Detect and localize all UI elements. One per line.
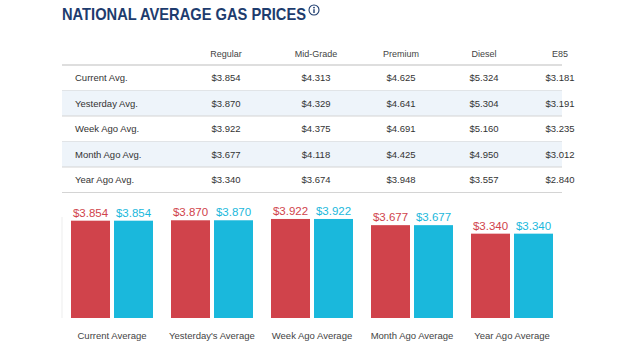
table-cell: $3.191 — [545, 98, 574, 109]
data-label: $3.854 — [73, 207, 109, 219]
bar — [471, 234, 510, 318]
info-icon-ring — [309, 5, 319, 15]
category-label: Month Ago Average — [371, 330, 454, 341]
table-cell: $3.235 — [545, 123, 574, 134]
data-labels: $3.854 $3.870 $3.922 $3.677 $3.340 $3.854 $3.8… — [73, 205, 551, 232]
data-label: $3.922 — [273, 205, 308, 217]
table-cell: $4.375 — [301, 123, 330, 134]
bar — [314, 219, 353, 318]
row-label: Year Ago Avg. — [75, 174, 134, 185]
bar — [214, 220, 253, 318]
row-label: Current Avg. — [75, 72, 128, 83]
data-label: $3.340 — [516, 220, 551, 232]
table-cell: $4.425 — [386, 149, 415, 160]
row-label: Week Ago Avg. — [75, 123, 139, 134]
category-label: Current Average — [77, 330, 146, 341]
table-cell: $3.948 — [386, 174, 415, 185]
row-label: Yesterday Avg. — [75, 98, 138, 109]
table-rule — [62, 167, 562, 168]
data-label: $3.870 — [216, 206, 251, 218]
table-cell: $5.304 — [469, 98, 498, 109]
table-cell: $3.012 — [545, 149, 574, 160]
data-label: $3.870 — [173, 206, 208, 218]
data-label: $3.677 — [373, 211, 408, 223]
bar — [414, 225, 453, 318]
table-cell: $4.313 — [301, 72, 330, 83]
row-shading — [62, 91, 562, 117]
table-cell: $4.625 — [386, 72, 415, 83]
data-label: $3.854 — [116, 207, 152, 219]
title: NATIONAL AVERAGE GAS PRICES — [62, 5, 306, 24]
category-label: Week Ago Average — [272, 330, 352, 341]
column-header: Regular — [210, 49, 242, 59]
bar — [371, 225, 410, 318]
table-cell: $4.691 — [386, 123, 415, 134]
bar — [114, 221, 153, 318]
category-label: Year Ago Average — [474, 330, 550, 341]
table-cell: $4.641 — [386, 98, 415, 109]
table-cell: $2.840 — [545, 174, 574, 185]
table-rule — [62, 65, 562, 66]
data-label: $3.677 — [416, 211, 451, 223]
table-cell: $5.160 — [469, 123, 498, 134]
table-cell: $3.854 — [211, 72, 240, 83]
table-cell: $3.922 — [211, 123, 240, 134]
table-cell: $3.674 — [301, 174, 330, 185]
data-label: $3.340 — [473, 220, 508, 232]
page: NATIONAL AVERAGE GAS PRICES Regular Mid-Gr… — [0, 0, 624, 351]
info-icon-bar — [313, 9, 314, 13]
row-label: Month Ago Avg. — [75, 149, 141, 160]
bars — [71, 219, 553, 318]
price-table: Regular Mid-Grade Premium Diesel E85 Current … — [62, 49, 575, 193]
table-cell: $4.118 — [302, 149, 330, 160]
row-shading — [62, 142, 562, 168]
table-cell: $3.340 — [211, 174, 240, 185]
column-header: Premium — [383, 49, 419, 59]
table-rule — [62, 116, 562, 117]
table-cell: $4.950 — [469, 149, 498, 160]
info-icon-dot — [313, 7, 315, 9]
category-label: Yesterday's Average — [169, 330, 255, 341]
table-rule — [62, 192, 562, 193]
column-header: Diesel — [471, 49, 496, 59]
table-cell: $5.324 — [469, 72, 498, 83]
chart: $3.854 $3.870 $3.922 $3.677 $3.340 $3.854 $3.8… — [62, 205, 553, 341]
column-header: Mid-Grade — [295, 49, 338, 59]
table-cell: $3.557 — [469, 174, 498, 185]
table-cell: $3.181 — [545, 72, 574, 83]
bar — [71, 221, 110, 318]
y-axis-range — [62, 217, 63, 318]
bar — [171, 220, 210, 318]
table-cell: $4.329 — [301, 98, 330, 109]
info-icon — [309, 5, 319, 15]
table-cell: $3.870 — [211, 98, 240, 109]
data-label: $3.922 — [316, 205, 351, 217]
column-header: E85 — [552, 49, 568, 59]
table-cell: $3.677 — [211, 149, 240, 160]
bar — [271, 219, 310, 318]
bar — [514, 234, 553, 318]
